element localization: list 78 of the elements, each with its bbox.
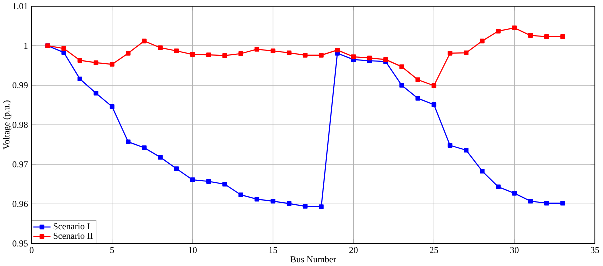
legend-label: Scenario I — [54, 224, 90, 230]
y-tick-label: 1 — [24, 42, 28, 49]
point — [416, 78, 420, 82]
x-tick-label: 0 — [30, 247, 34, 254]
point — [319, 204, 324, 210]
x-tick-label: 5 — [110, 247, 114, 254]
x-tick-label: 25 — [430, 247, 438, 254]
point — [206, 179, 212, 184]
y-tick-label: 0.96 — [12, 201, 28, 208]
y-tick-label: 0.95 — [12, 240, 28, 247]
x-tick-label: 20 — [350, 247, 358, 254]
point — [62, 50, 66, 56]
x-tick-label: 30 — [510, 247, 519, 254]
point — [286, 201, 292, 206]
point — [496, 184, 501, 190]
point — [303, 53, 308, 58]
point — [174, 166, 180, 172]
point — [254, 47, 260, 52]
point — [94, 91, 99, 96]
point — [254, 197, 260, 202]
point — [400, 83, 404, 88]
point — [110, 62, 115, 67]
point — [480, 38, 485, 44]
point — [367, 56, 372, 61]
point — [190, 52, 196, 58]
point — [528, 199, 534, 204]
point — [158, 155, 163, 160]
point — [319, 53, 324, 58]
point — [448, 51, 453, 56]
point — [126, 140, 131, 144]
y-tick-label: 1.01 — [13, 3, 28, 10]
point — [448, 143, 453, 148]
point — [286, 50, 292, 56]
point — [335, 48, 340, 53]
point — [512, 26, 518, 31]
point — [174, 48, 180, 54]
point — [222, 182, 228, 187]
y-tick-label: 0.98 — [12, 122, 28, 128]
y-tick-label: 0.99 — [12, 82, 28, 89]
point — [560, 34, 566, 40]
point — [158, 46, 163, 50]
point — [190, 178, 196, 182]
point — [270, 48, 276, 54]
point — [270, 199, 276, 204]
point — [432, 102, 437, 108]
point — [238, 52, 244, 56]
point — [78, 76, 82, 82]
point — [303, 204, 308, 209]
point — [78, 58, 82, 63]
point — [464, 148, 469, 153]
point — [496, 28, 501, 34]
x-tick-label: 35 — [591, 247, 600, 254]
y-axis-title: Voltage (p.u.) — [3, 100, 12, 150]
point — [110, 104, 115, 110]
point — [206, 52, 212, 58]
point — [480, 168, 485, 174]
point — [544, 201, 550, 206]
point — [416, 96, 420, 101]
point — [400, 64, 404, 70]
point — [94, 60, 99, 66]
point — [512, 191, 518, 196]
x-tick-label: 15 — [270, 247, 278, 254]
point — [142, 38, 147, 44]
point — [528, 33, 534, 38]
y-tick-label: 0.97 — [12, 162, 28, 168]
point — [238, 192, 244, 198]
point — [142, 146, 147, 150]
point — [432, 84, 437, 88]
point — [62, 46, 66, 52]
point — [544, 34, 550, 40]
point — [464, 50, 469, 56]
point — [351, 54, 356, 60]
point — [222, 53, 228, 58]
point — [560, 201, 566, 206]
x-tick-label: 10 — [189, 247, 197, 254]
legend-label: Scenario II — [54, 233, 93, 240]
x-axis-title: Bus Number — [290, 256, 336, 263]
point — [126, 51, 131, 56]
